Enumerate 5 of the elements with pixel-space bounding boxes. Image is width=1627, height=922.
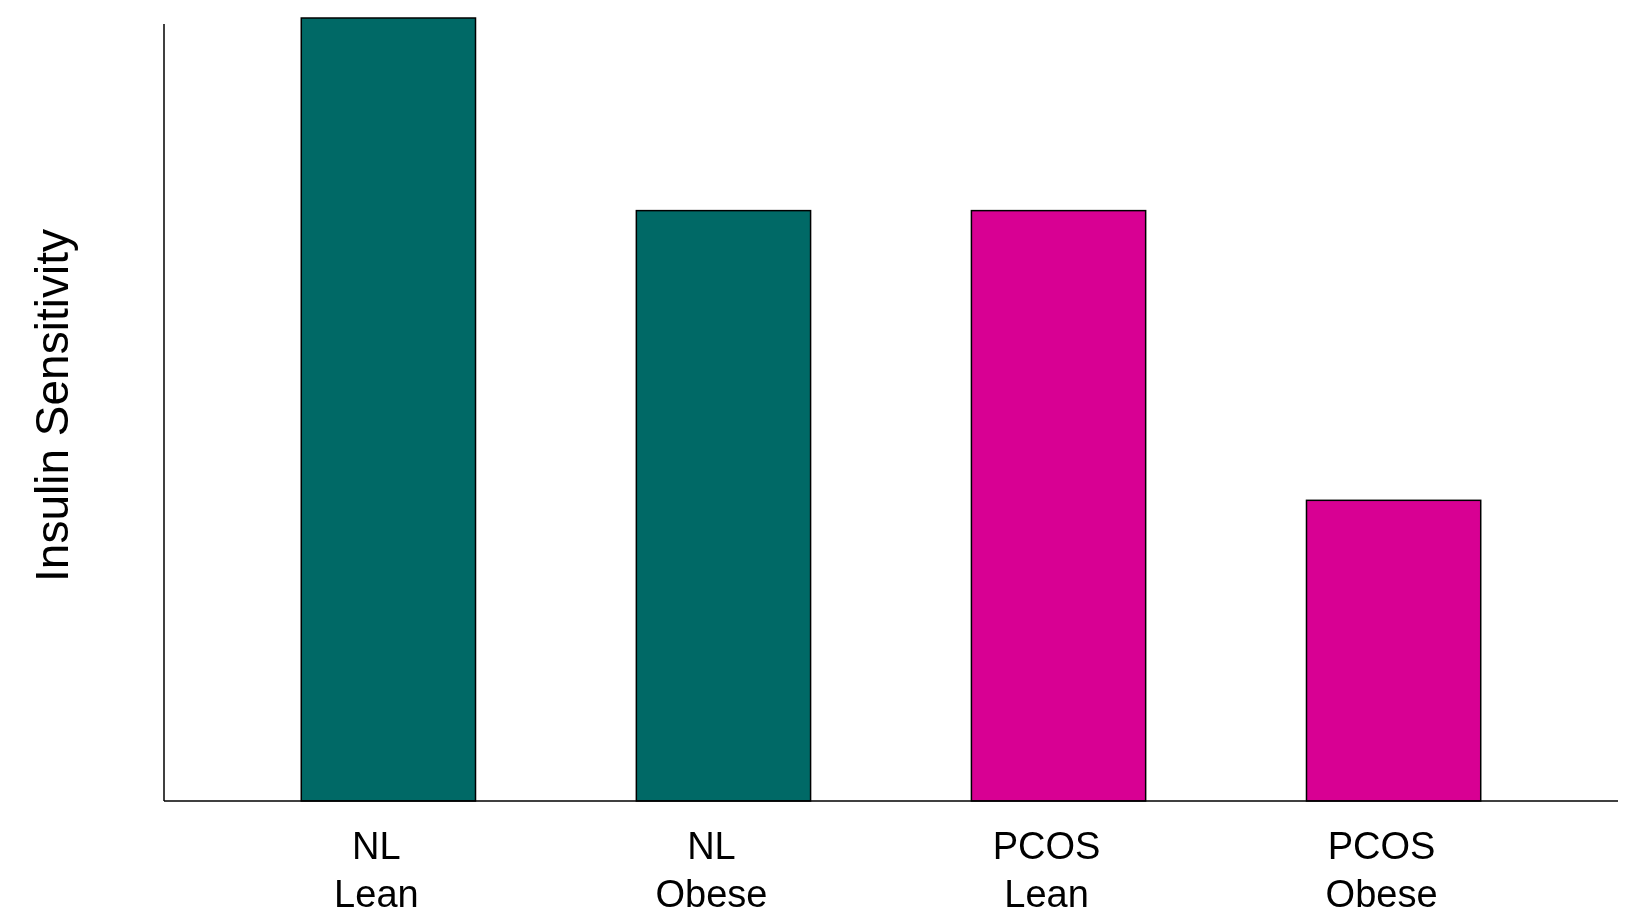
x-tick-label: NL Obese [655,825,768,915]
y-axis-title: Insulin Sensitivity [26,229,78,582]
x-tick-label: PCOS Obese [1325,825,1438,915]
x-tick-label: NL Lean [334,825,419,915]
x-tick-label: PCOS Lean [992,825,1101,915]
